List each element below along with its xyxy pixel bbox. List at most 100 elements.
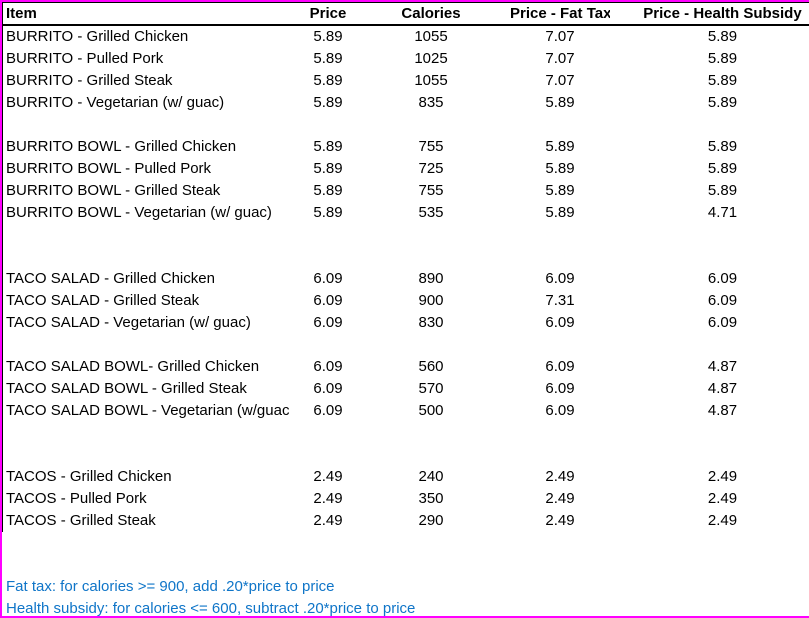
column-header-fat_tax[interactable]: Price - Fat Tax bbox=[510, 5, 610, 22]
cell-calories[interactable]: 535 bbox=[418, 204, 444, 221]
cell-health_subsidy[interactable]: 2.49 bbox=[707, 490, 738, 507]
cell-health_subsidy[interactable]: 5.89 bbox=[707, 28, 738, 45]
cell-item[interactable] bbox=[2, 554, 304, 576]
cell-calories[interactable]: 560 bbox=[418, 358, 444, 375]
cell-health_subsidy[interactable]: 5.89 bbox=[707, 160, 738, 177]
cell-price[interactable] bbox=[304, 532, 352, 554]
cell-price[interactable]: 6.09 bbox=[313, 292, 343, 309]
column-header-item[interactable]: Item bbox=[6, 5, 37, 22]
cell-price[interactable]: 6.09 bbox=[313, 380, 343, 397]
cell-item[interactable]: BURRITO BOWL - Pulled Pork bbox=[6, 160, 212, 177]
cell-item[interactable] bbox=[2, 422, 304, 444]
cell-fat_tax[interactable] bbox=[510, 114, 610, 136]
cell-fat_tax[interactable]: 6.09 bbox=[545, 314, 575, 331]
cell-fat_tax[interactable] bbox=[510, 444, 610, 466]
cell-price[interactable]: 2.49 bbox=[313, 512, 343, 529]
cell-item[interactable]: BURRITO - Vegetarian (w/ guac) bbox=[6, 94, 225, 111]
cell-health_subsidy[interactable]: 5.89 bbox=[707, 50, 738, 67]
cell-price[interactable] bbox=[304, 554, 352, 576]
cell-fat_tax[interactable]: 6.09 bbox=[545, 270, 575, 287]
cell-health_subsidy[interactable]: 5.89 bbox=[707, 182, 738, 199]
cell-calories[interactable]: 240 bbox=[418, 468, 444, 485]
cell-calories[interactable] bbox=[352, 532, 510, 554]
cell-item[interactable] bbox=[2, 114, 304, 136]
cell-health_subsidy[interactable] bbox=[610, 422, 809, 444]
cell-price[interactable]: 5.89 bbox=[313, 204, 343, 221]
cell-price[interactable] bbox=[304, 334, 352, 356]
cell-item[interactable] bbox=[2, 224, 304, 246]
cell-price[interactable]: 2.49 bbox=[313, 490, 343, 507]
cell-price[interactable]: 5.89 bbox=[313, 160, 343, 177]
column-header-calories[interactable]: Calories bbox=[401, 5, 461, 22]
cell-item[interactable]: TACO SALAD - Grilled Chicken bbox=[6, 270, 215, 287]
cell-price[interactable]: 5.89 bbox=[313, 50, 343, 67]
cell-health_subsidy[interactable]: 2.49 bbox=[707, 512, 738, 529]
cell-fat_tax[interactable]: 2.49 bbox=[545, 490, 575, 507]
cell-item[interactable] bbox=[2, 444, 304, 466]
cell-price[interactable] bbox=[304, 422, 352, 444]
cell-item[interactable]: TACO SALAD BOWL - Grilled Steak bbox=[6, 380, 247, 397]
cell-price[interactable]: 6.09 bbox=[313, 358, 343, 375]
cell-calories[interactable]: 350 bbox=[418, 490, 444, 507]
cell-calories[interactable]: 500 bbox=[418, 402, 444, 419]
cell-calories[interactable]: 755 bbox=[418, 182, 444, 199]
cell-price[interactable]: 5.89 bbox=[313, 94, 343, 111]
cell-price[interactable] bbox=[304, 224, 352, 246]
cell-calories[interactable]: 755 bbox=[418, 138, 444, 155]
cell-fat_tax[interactable]: 2.49 bbox=[545, 468, 575, 485]
cell-calories[interactable]: 1055 bbox=[414, 28, 448, 45]
cell-item[interactable]: BURRITO - Grilled Chicken bbox=[6, 28, 189, 45]
cell-health_subsidy[interactable]: 5.89 bbox=[707, 94, 738, 111]
cell-item[interactable]: BURRITO BOWL - Grilled Chicken bbox=[6, 138, 237, 155]
cell-calories[interactable] bbox=[352, 114, 510, 136]
cell-price[interactable]: 6.09 bbox=[313, 402, 343, 419]
cell-health_subsidy[interactable] bbox=[610, 532, 809, 554]
cell-calories[interactable]: 570 bbox=[418, 380, 444, 397]
cell-fat_tax[interactable]: 2.49 bbox=[545, 512, 575, 529]
cell-health_subsidy[interactable] bbox=[610, 114, 809, 136]
cell-health_subsidy[interactable]: 4.87 bbox=[707, 380, 738, 397]
cell-calories[interactable]: 1055 bbox=[414, 72, 448, 89]
cell-health_subsidy[interactable] bbox=[610, 246, 809, 268]
cell-health_subsidy[interactable]: 6.09 bbox=[707, 270, 738, 287]
cell-item[interactable]: BURRITO - Pulled Pork bbox=[6, 50, 164, 67]
cell-fat_tax[interactable] bbox=[510, 246, 610, 268]
cell-item[interactable]: BURRITO - Grilled Steak bbox=[6, 72, 173, 89]
cell-health_subsidy[interactable] bbox=[610, 444, 809, 466]
cell-fat_tax[interactable]: 7.07 bbox=[545, 50, 575, 67]
cell-calories[interactable]: 900 bbox=[418, 292, 444, 309]
cell-calories[interactable] bbox=[352, 246, 510, 268]
cell-fat_tax[interactable]: 5.89 bbox=[545, 138, 575, 155]
cell-calories[interactable]: 890 bbox=[418, 270, 444, 287]
cell-calories[interactable]: 725 bbox=[418, 160, 444, 177]
cell-health_subsidy[interactable]: 4.71 bbox=[707, 204, 738, 221]
cell-fat_tax[interactable] bbox=[510, 334, 610, 356]
cell-item[interactable]: TACOS - Grilled Steak bbox=[6, 512, 156, 529]
cell-item[interactable]: BURRITO BOWL - Grilled Steak bbox=[6, 182, 221, 199]
cell-fat_tax[interactable] bbox=[510, 224, 610, 246]
cell-item[interactable] bbox=[2, 334, 304, 356]
cell-health_subsidy[interactable] bbox=[610, 334, 809, 356]
cell-price[interactable] bbox=[304, 444, 352, 466]
cell-fat_tax[interactable] bbox=[510, 422, 610, 444]
cell-item[interactable]: TACO SALAD BOWL- Grilled Chicken bbox=[6, 358, 260, 375]
cell-calories[interactable]: 835 bbox=[418, 94, 444, 111]
cell-calories[interactable] bbox=[352, 554, 510, 576]
cell-calories[interactable]: 830 bbox=[418, 314, 444, 331]
cell-health_subsidy[interactable]: 4.87 bbox=[707, 358, 738, 375]
cell-fat_tax[interactable] bbox=[510, 554, 610, 576]
cell-health_subsidy[interactable]: 4.87 bbox=[707, 402, 738, 419]
cell-fat_tax[interactable]: 6.09 bbox=[545, 402, 575, 419]
cell-item[interactable]: TACO SALAD BOWL - Vegetarian (w/guac bbox=[6, 402, 290, 419]
cell-item[interactable] bbox=[2, 246, 304, 268]
column-header-price[interactable]: Price bbox=[309, 5, 347, 22]
cell-fat_tax[interactable]: 5.89 bbox=[545, 182, 575, 199]
cell-price[interactable]: 6.09 bbox=[313, 314, 343, 331]
cell-health_subsidy[interactable]: 5.89 bbox=[707, 72, 738, 89]
cell-item[interactable]: TACO SALAD - Grilled Steak bbox=[6, 292, 200, 309]
cell-fat_tax[interactable]: 7.07 bbox=[545, 28, 575, 45]
cell-health_subsidy[interactable]: 6.09 bbox=[707, 314, 738, 331]
cell-item[interactable] bbox=[2, 532, 304, 554]
cell-fat_tax[interactable]: 5.89 bbox=[545, 160, 575, 177]
cell-health_subsidy[interactable]: 2.49 bbox=[707, 468, 738, 485]
